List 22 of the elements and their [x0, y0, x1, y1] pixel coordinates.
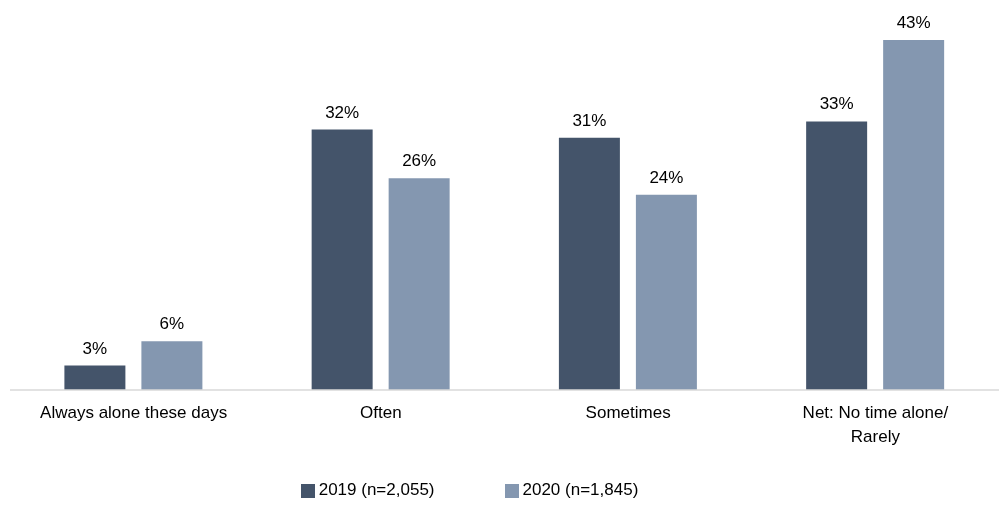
bar	[141, 341, 203, 390]
x-tick-label: Often	[360, 403, 402, 422]
data-label: 26%	[402, 151, 437, 171]
data-label: 24%	[649, 167, 684, 187]
x-tick-label: Net: No time alone/ Rarely	[802, 403, 949, 446]
data-label: 3%	[82, 338, 108, 358]
data-label: 31%	[572, 110, 607, 130]
data-label: 43%	[896, 13, 931, 32]
bar	[635, 194, 697, 390]
x-tick-label: Sometimes	[585, 403, 671, 422]
data-label: 33%	[819, 94, 854, 114]
bar	[311, 129, 373, 390]
x-tick-label: Always alone these days	[40, 403, 228, 422]
bar	[558, 137, 620, 390]
bar	[64, 365, 126, 390]
bar	[388, 178, 450, 390]
data-label: 6%	[159, 314, 185, 334]
legend-label: 2020 (n=1,845)	[522, 480, 639, 499]
bar	[806, 121, 868, 390]
legend-label: 2019 (n=2,055)	[318, 480, 435, 499]
bar	[883, 40, 945, 390]
data-label: 32%	[325, 102, 360, 122]
